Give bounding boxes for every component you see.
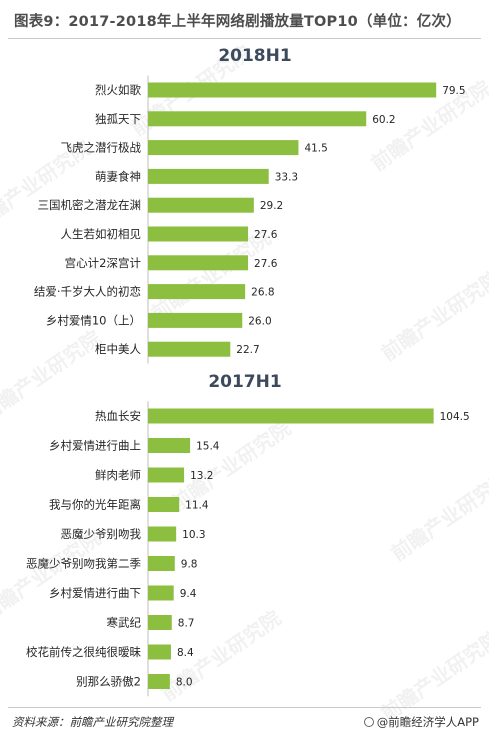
bar-2017 [148, 615, 172, 630]
value-label-2018: 26.8 [251, 287, 274, 299]
bar-2017 [148, 438, 191, 453]
category-label-2018: 宫心计2深宫计 [65, 256, 142, 270]
category-label-2018: 三国机密之潜龙在渊 [38, 198, 142, 212]
category-label-2018: 柜中美人 [95, 342, 141, 356]
brand-text: @前瞻经济学人APP [376, 715, 479, 729]
chart-title-2018: 2018H1 [218, 46, 292, 66]
footer-divider [8, 707, 481, 708]
value-label-2018: 60.2 [372, 114, 395, 126]
bar-2018 [148, 168, 269, 184]
value-label-2017: 13.2 [190, 470, 213, 482]
bar-chart-2017: 热血长安 104.5 乡村爱情进行曲上 15.4 鲜肉老师 13.2 我与你的光年距离 11.… [26, 401, 470, 697]
value-label-2018: 41.5 [304, 143, 327, 155]
bar-2018 [148, 140, 299, 156]
value-label-2018: 22.7 [236, 344, 259, 356]
bar-2017 [148, 644, 171, 660]
category-label-2017: 校花前传之很纯很暧昧 [26, 645, 141, 659]
bar-2018 [148, 284, 246, 300]
value-label-2018: 26.0 [248, 315, 271, 327]
category-label-2017: 恶魔少爷别吻我第二季 [26, 557, 141, 571]
bar-2018 [148, 341, 231, 357]
bar-2018 [148, 82, 437, 98]
source-note: 资料来源：前瞻产业研究院整理 [12, 715, 173, 729]
category-label-2017: 热血长安 [95, 409, 141, 423]
value-label-2017: 8.7 [178, 618, 195, 630]
bar-2017 [148, 408, 434, 424]
value-label-2017: 11.4 [185, 500, 209, 512]
value-label-2018: 29.2 [260, 200, 283, 212]
category-label-2018: 人生若如初相见 [61, 227, 142, 241]
category-label-2017: 寒武纪 [107, 616, 142, 630]
bar-2018 [148, 111, 367, 127]
brand-logo-icon [363, 717, 374, 727]
bar-2017 [148, 556, 175, 571]
chart-title-2017: 2017H1 [208, 372, 282, 392]
category-label-2017: 鲜肉老师 [95, 468, 141, 482]
value-label-2018: 33.3 [275, 171, 298, 183]
category-label-2017: 恶魔少爷别吻我 [61, 527, 142, 541]
bar-2018 [148, 197, 254, 213]
bar-2018 [148, 255, 249, 271]
value-label-2018: 27.6 [254, 229, 278, 241]
figure-title: 图表9：2017-2018年上半年网络剧播放量TOP10（单位：亿次） [14, 14, 461, 30]
value-label-2017: 10.3 [182, 529, 205, 541]
category-label-2018: 萌妻食神 [95, 169, 141, 183]
value-label-2017: 8.0 [176, 677, 193, 689]
bar-2017 [148, 674, 170, 689]
bar-2018 [148, 312, 243, 328]
brand-credit: @前瞻经济学人APP [363, 714, 479, 730]
title-divider [8, 38, 481, 39]
value-label-2018: 79.5 [442, 85, 465, 97]
category-label-2017: 乡村爱情进行曲上 [49, 439, 141, 453]
category-label-2017: 我与你的光年距离 [49, 498, 141, 512]
value-label-2017: 104.5 [440, 411, 470, 423]
bar-chart-2018: 烈火如歌 79.5 独孤天下 60.2 飞虎之潜行极战 41.5 萌妻食神 33.3 三国机密之… [34, 75, 466, 364]
category-label-2018: 烈火如歌 [95, 83, 141, 97]
value-label-2017: 15.4 [196, 441, 220, 453]
bar-2017 [148, 526, 177, 542]
category-label-2018: 独孤天下 [95, 112, 141, 126]
category-label-2017: 乡村爱情进行曲下 [49, 586, 141, 600]
value-label-2017: 9.8 [181, 559, 198, 571]
bar-2018 [148, 226, 249, 242]
category-label-2018: 乡村爱情10（上） [46, 313, 141, 327]
bar-2017 [148, 467, 185, 483]
category-label-2017: 别那么骄傲2 [76, 675, 141, 689]
bar-2017 [148, 497, 180, 512]
value-label-2017: 8.4 [177, 647, 194, 659]
bar-2017 [148, 585, 174, 601]
value-label-2018: 27.6 [254, 258, 278, 270]
category-label-2018: 结爱·千岁大人的初恋 [34, 285, 141, 299]
category-label-2018: 飞虎之潜行极战 [61, 141, 142, 155]
value-label-2017: 9.4 [180, 588, 197, 600]
